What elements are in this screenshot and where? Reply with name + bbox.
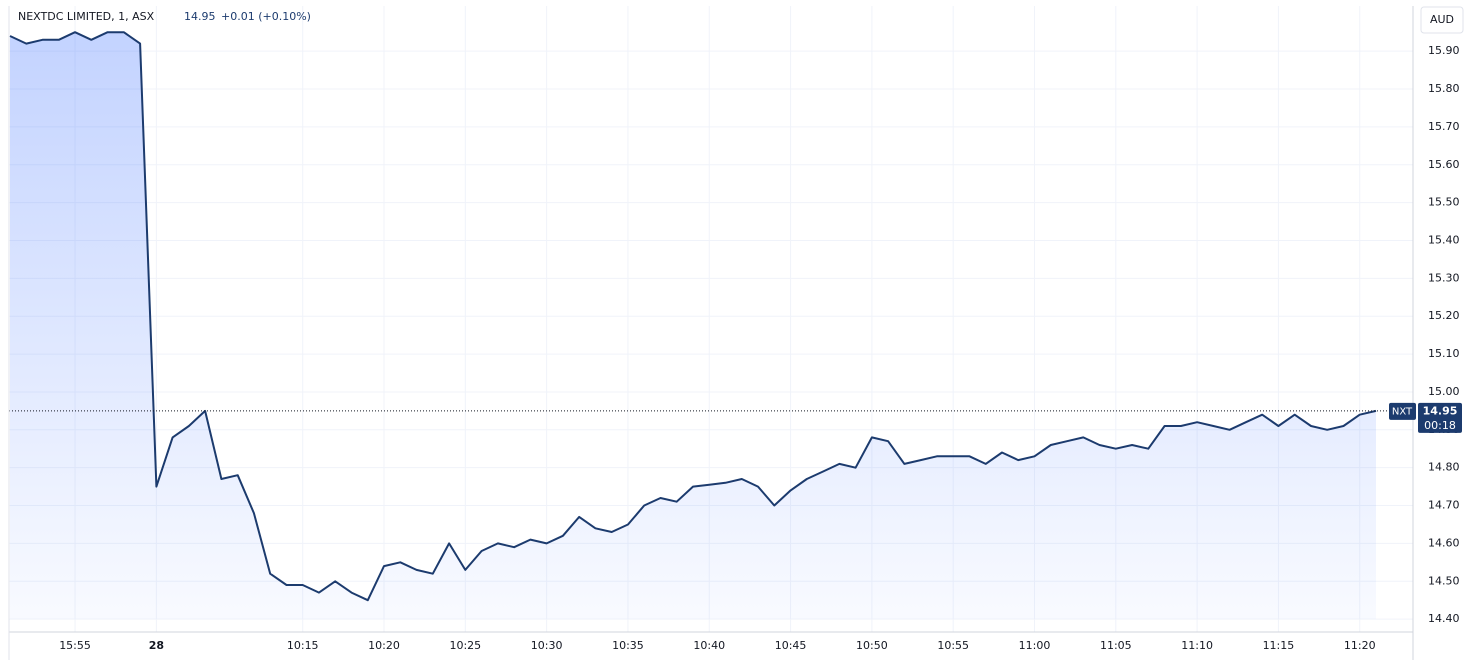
- y-tick-label: 14.50: [1428, 574, 1460, 587]
- y-tick-label: 15.20: [1428, 309, 1460, 322]
- y-tick-label: 14.80: [1428, 461, 1460, 474]
- y-tick-label: 14.40: [1428, 612, 1460, 625]
- x-tick-label: 10:30: [531, 639, 563, 652]
- title: NEXTDC LIMITED, 1, ASX: [18, 10, 155, 23]
- area-fill: [10, 32, 1376, 619]
- symbol-label: NXT: [1392, 406, 1413, 417]
- y-tick-label: 15.00: [1428, 385, 1460, 398]
- x-tick-label: 15:55: [59, 639, 91, 652]
- x-tick-label: 11:20: [1344, 639, 1376, 652]
- plot: [9, 31, 1413, 619]
- x-tick-label: 11:15: [1263, 639, 1295, 652]
- price-tag: [1418, 402, 1462, 433]
- x-tick-label: 10:50: [856, 639, 888, 652]
- y-tick-label: 15.60: [1428, 158, 1460, 171]
- change: +0.01 (+0.10%): [221, 10, 311, 23]
- y-tick-label: 15.40: [1428, 233, 1460, 246]
- x-tick-label: 11:10: [1181, 639, 1213, 652]
- axes: 14.4014.5014.6014.7014.8014.9015.0015.10…: [59, 44, 1459, 652]
- y-tick-label: 14.60: [1428, 536, 1460, 549]
- x-tick-label: 10:35: [612, 639, 644, 652]
- x-tick-label: 10:15: [287, 639, 319, 652]
- x-tick-label: 10:40: [693, 639, 725, 652]
- x-tick-label: 11:00: [1019, 639, 1051, 652]
- symbol-tag: [1389, 402, 1416, 420]
- last-price: 14.95: [184, 10, 216, 23]
- y-tick-label: 15.30: [1428, 271, 1460, 284]
- price-line: [9, 31, 1377, 602]
- y-tick-label: 15.70: [1428, 120, 1460, 133]
- y-tick-label: 15.90: [1428, 44, 1460, 57]
- countdown: 00:18: [1424, 419, 1456, 432]
- x-tick-label: 10:45: [775, 639, 807, 652]
- y-tick-label: 15.50: [1428, 196, 1460, 209]
- x-tick-label: 10:55: [937, 639, 969, 652]
- currency[interactable]: AUD: [1430, 13, 1454, 26]
- y-tick-label: 15.10: [1428, 347, 1460, 360]
- price-tag-value: 14.95: [1423, 404, 1458, 417]
- x-tick-label: 10:25: [449, 639, 481, 652]
- y-tick-label: 15.80: [1428, 82, 1460, 95]
- currency-button[interactable]: [1420, 6, 1464, 34]
- x-tick-label: 10:20: [368, 639, 400, 652]
- x-tick-label: 11:05: [1100, 639, 1132, 652]
- y-tick-label: 14.70: [1428, 499, 1460, 512]
- x-tick-label: 28: [149, 639, 164, 652]
